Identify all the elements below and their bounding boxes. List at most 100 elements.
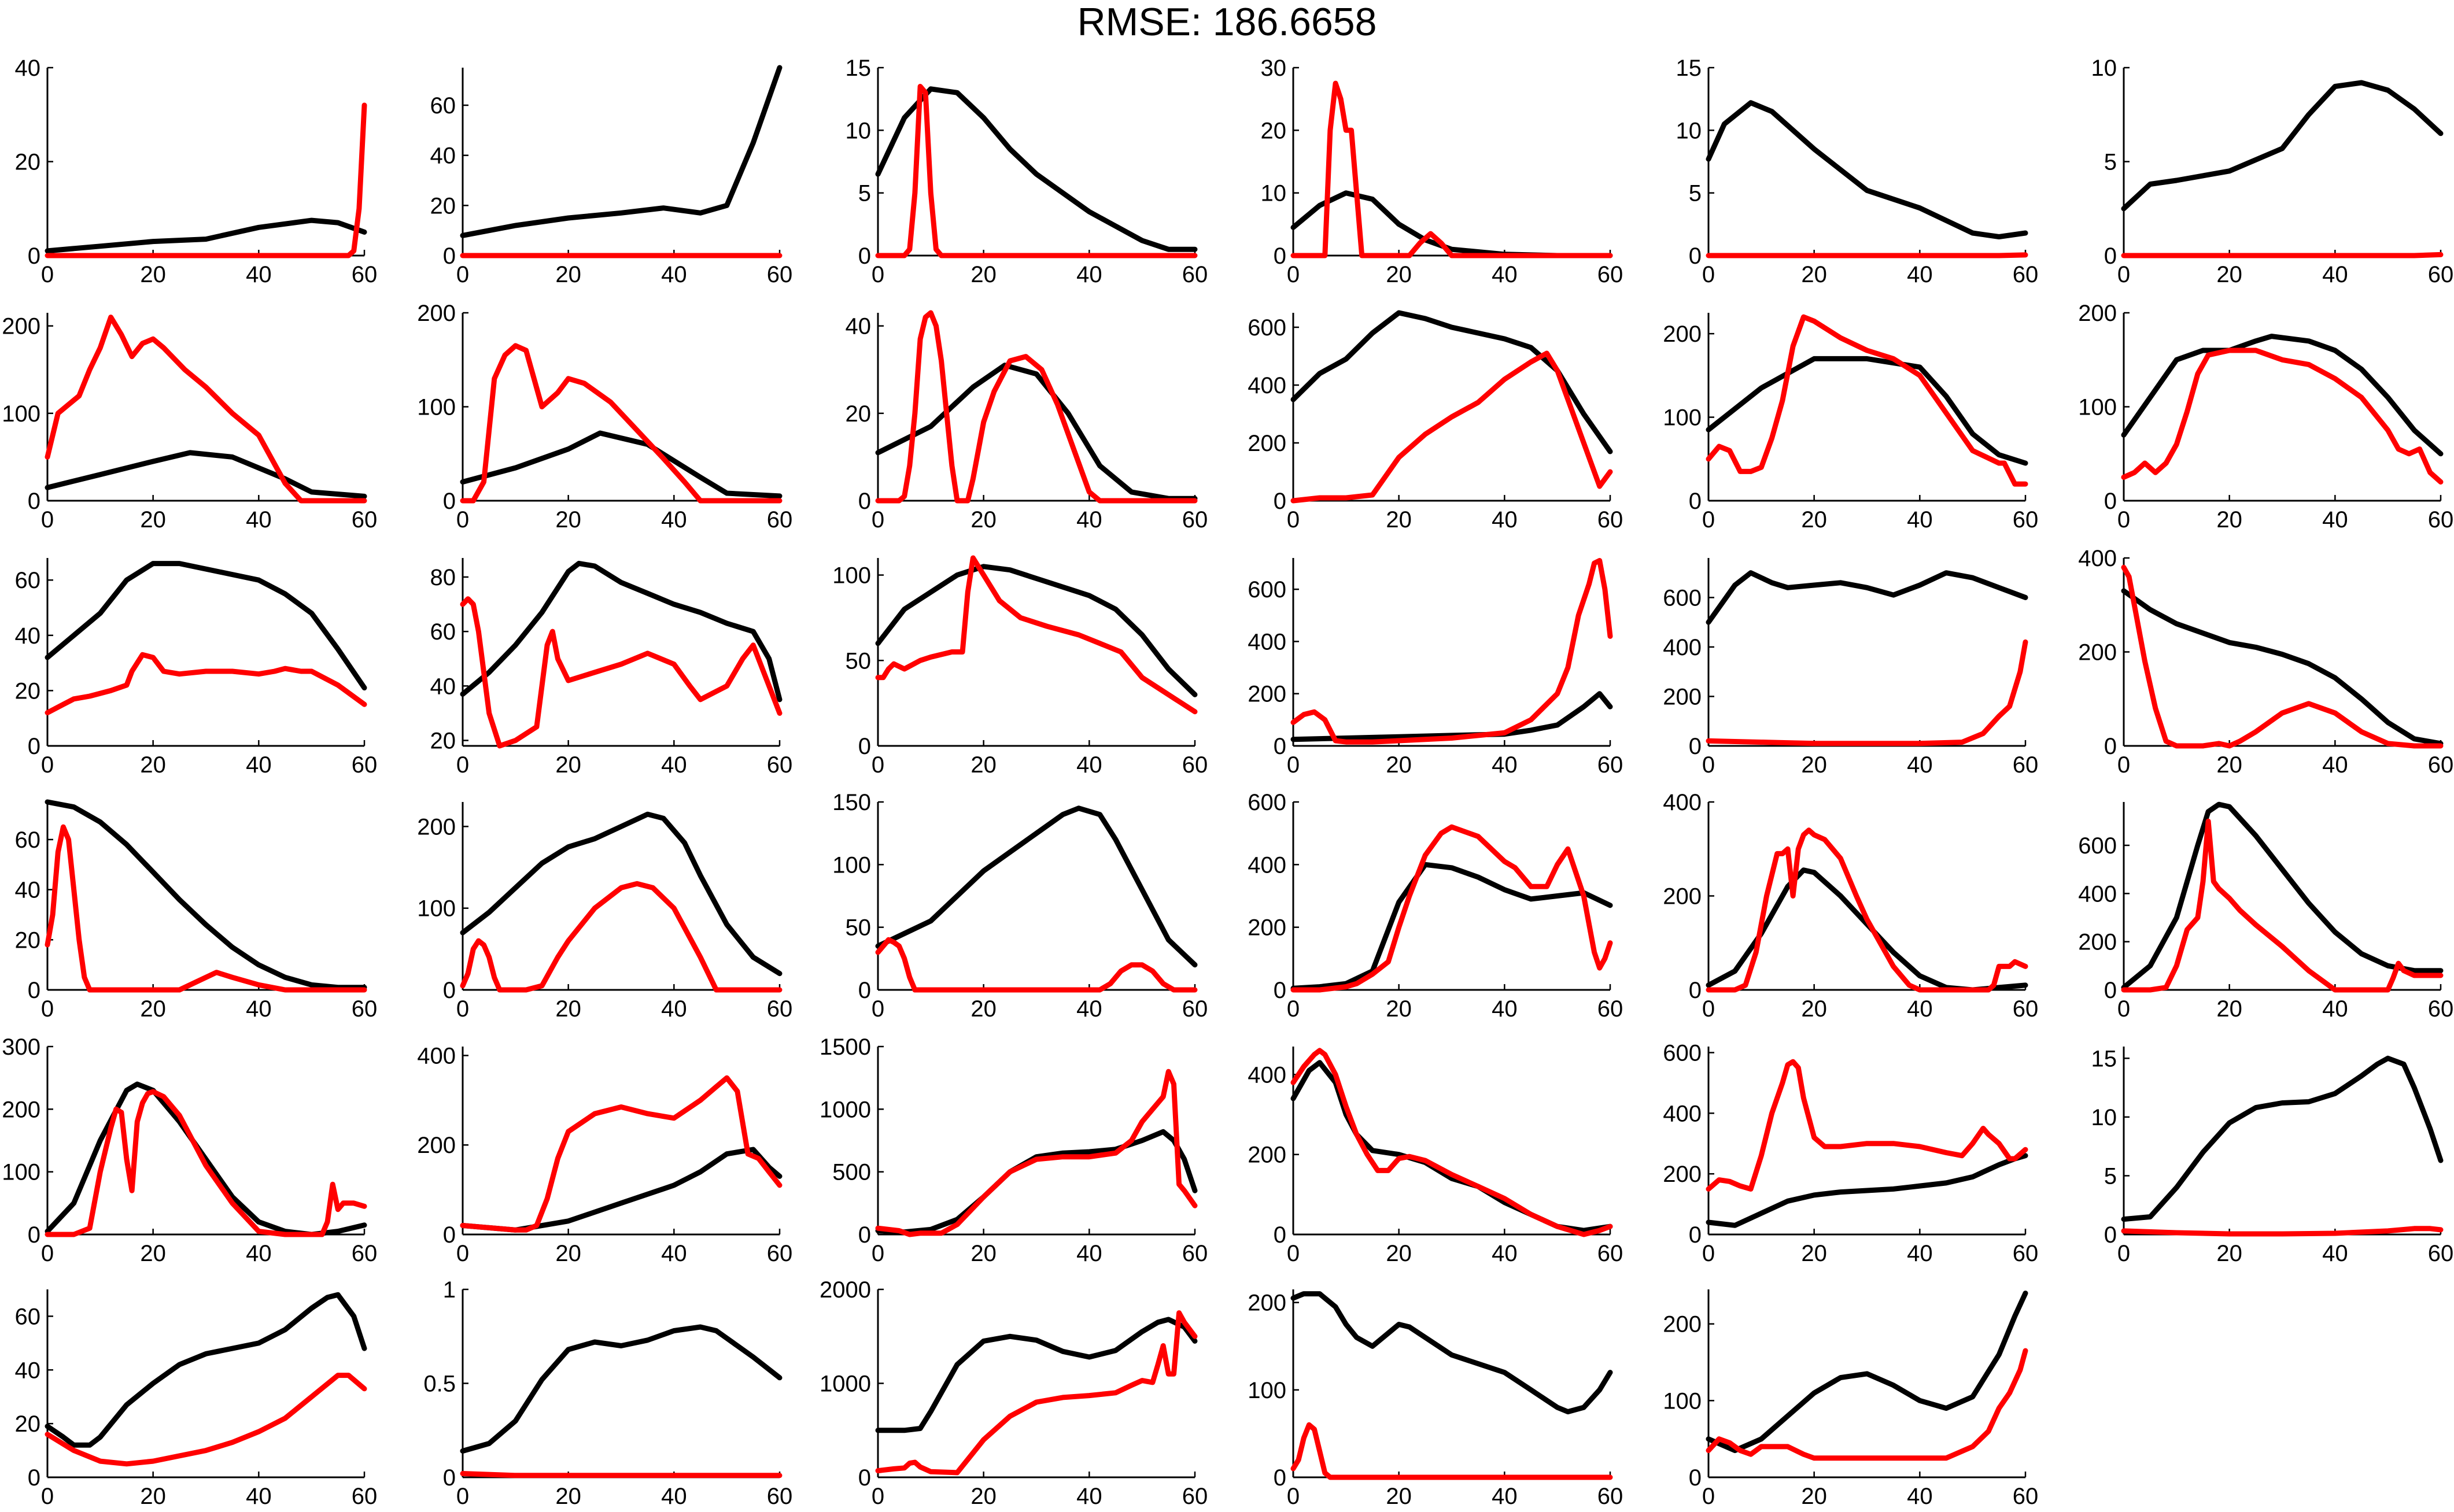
x-tick-label: 20 xyxy=(2216,1241,2242,1266)
series-line-red xyxy=(460,1471,783,1478)
y-tick-label: 100 xyxy=(1663,405,1702,431)
y-tick-label: 100 xyxy=(417,896,456,922)
x-tick-label: 0 xyxy=(1702,1241,1715,1266)
x-tick-label: 40 xyxy=(246,752,272,778)
x-tick-label: 0 xyxy=(872,507,884,533)
x-tick-label: 20 xyxy=(2216,262,2242,287)
series-line-red xyxy=(460,1075,783,1233)
series-line-red xyxy=(460,881,783,993)
y-tick-label: 50 xyxy=(846,915,872,941)
x-tick-label: 60 xyxy=(2013,262,2039,287)
x-tick-label: 60 xyxy=(1597,1484,1623,1509)
subplot-28: 0 20 40 60 0 200 400 xyxy=(1248,1047,1623,1266)
x-tick-label: 40 xyxy=(1907,752,1933,778)
y-tick-label: 0 xyxy=(858,734,871,759)
x-tick-label: 60 xyxy=(767,996,793,1022)
y-tick-label: 40 xyxy=(15,56,41,81)
x-tick-label: 0 xyxy=(41,1484,54,1509)
y-tick-label: 0 xyxy=(858,1222,871,1248)
y-tick-label: 600 xyxy=(1248,577,1286,602)
y-tick-label: 0 xyxy=(443,978,456,1003)
subplot-30: 0 20 40 60 0 5 10 15 xyxy=(2091,1046,2454,1266)
x-tick-label: 40 xyxy=(1076,1241,1102,1266)
y-tick-label: 60 xyxy=(430,93,456,119)
y-tick-label: 200 xyxy=(417,814,456,840)
series-line-red xyxy=(2121,252,2444,258)
y-tick-label: 0 xyxy=(443,1465,456,1491)
x-tick-label: 20 xyxy=(555,1241,581,1266)
y-tick-label: 5 xyxy=(2104,150,2117,175)
x-tick-label: 40 xyxy=(1492,262,1518,287)
y-tick-label: 15 xyxy=(2091,1046,2117,1071)
y-tick-label: 400 xyxy=(1248,852,1286,878)
y-tick-label: 10 xyxy=(1676,118,1702,143)
y-tick-label: 200 xyxy=(2,1097,40,1122)
y-tick-label: 300 xyxy=(2,1034,40,1060)
x-tick-label: 60 xyxy=(2013,996,2039,1022)
y-tick-label: 20 xyxy=(15,678,41,704)
x-tick-label: 40 xyxy=(1907,262,1933,287)
y-tick-label: 30 xyxy=(1261,56,1287,81)
x-tick-label: 0 xyxy=(872,262,884,287)
y-tick-label: 0 xyxy=(1274,243,1286,269)
series-line-black xyxy=(875,1129,1198,1235)
y-tick-label: 20 xyxy=(15,927,41,953)
x-tick-label: 20 xyxy=(970,996,997,1022)
y-tick-label: 40 xyxy=(430,143,456,169)
x-tick-label: 20 xyxy=(2216,996,2242,1022)
y-tick-label: 200 xyxy=(1663,884,1702,910)
y-tick-label: 200 xyxy=(1663,684,1702,709)
x-tick-label: 0 xyxy=(2117,752,2130,778)
series-line-black xyxy=(1706,1291,2028,1454)
y-tick-label: 600 xyxy=(1663,585,1702,611)
y-tick-label: 150 xyxy=(832,790,871,815)
y-tick-label: 0 xyxy=(28,1465,40,1491)
subplot-12: 0 20 40 60 0 100 200 xyxy=(2078,301,2453,533)
y-tick-label: 0 xyxy=(1689,243,1702,269)
x-tick-label: 60 xyxy=(352,1241,378,1266)
y-tick-label: 200 xyxy=(1663,1312,1702,1337)
series-line-black xyxy=(45,450,367,499)
x-tick-label: 60 xyxy=(352,996,378,1022)
x-tick-label: 40 xyxy=(1492,1241,1518,1266)
subplot-19: 0 20 40 60 0 20 40 60 xyxy=(15,799,378,1022)
series-line-black xyxy=(1290,190,1613,258)
series-line-red xyxy=(1290,80,1613,258)
series-line-black xyxy=(460,430,783,499)
x-tick-label: 0 xyxy=(1702,996,1715,1022)
x-tick-label: 20 xyxy=(140,262,166,287)
series-line-black xyxy=(1706,100,2028,239)
x-tick-label: 60 xyxy=(1182,262,1208,287)
x-tick-label: 20 xyxy=(140,1484,166,1509)
x-tick-label: 40 xyxy=(1492,752,1518,778)
subplot-8: 0 20 40 60 0 100 200 xyxy=(417,301,792,533)
x-tick-label: 0 xyxy=(1287,507,1300,533)
series-line-black xyxy=(2121,334,2444,457)
x-tick-label: 40 xyxy=(2322,1241,2348,1266)
x-tick-label: 0 xyxy=(1702,752,1715,778)
series-line-red xyxy=(1706,314,2028,487)
x-tick-label: 40 xyxy=(1907,1484,1933,1509)
x-tick-label: 60 xyxy=(1182,752,1208,778)
series-line-black xyxy=(45,799,367,990)
x-tick-label: 40 xyxy=(246,1241,272,1266)
y-tick-label: 60 xyxy=(15,827,41,853)
y-tick-label: 0 xyxy=(443,489,456,514)
y-tick-label: 400 xyxy=(1663,1101,1702,1126)
x-tick-label: 20 xyxy=(2216,752,2242,778)
series-line-black xyxy=(460,811,783,977)
subplot-25: 0 20 40 60 0 100 200 300 xyxy=(2,1034,377,1266)
y-tick-label: 40 xyxy=(15,1358,41,1383)
y-tick-label: 15 xyxy=(846,56,872,81)
x-tick-label: 60 xyxy=(1597,262,1623,287)
series-line-black xyxy=(460,65,783,238)
series-line-red xyxy=(45,315,367,504)
x-tick-label: 40 xyxy=(246,507,272,533)
y-tick-label: 600 xyxy=(1248,315,1286,341)
y-tick-label: 100 xyxy=(1248,1378,1286,1403)
y-tick-label: 0 xyxy=(858,1465,871,1491)
x-tick-label: 20 xyxy=(555,996,581,1022)
